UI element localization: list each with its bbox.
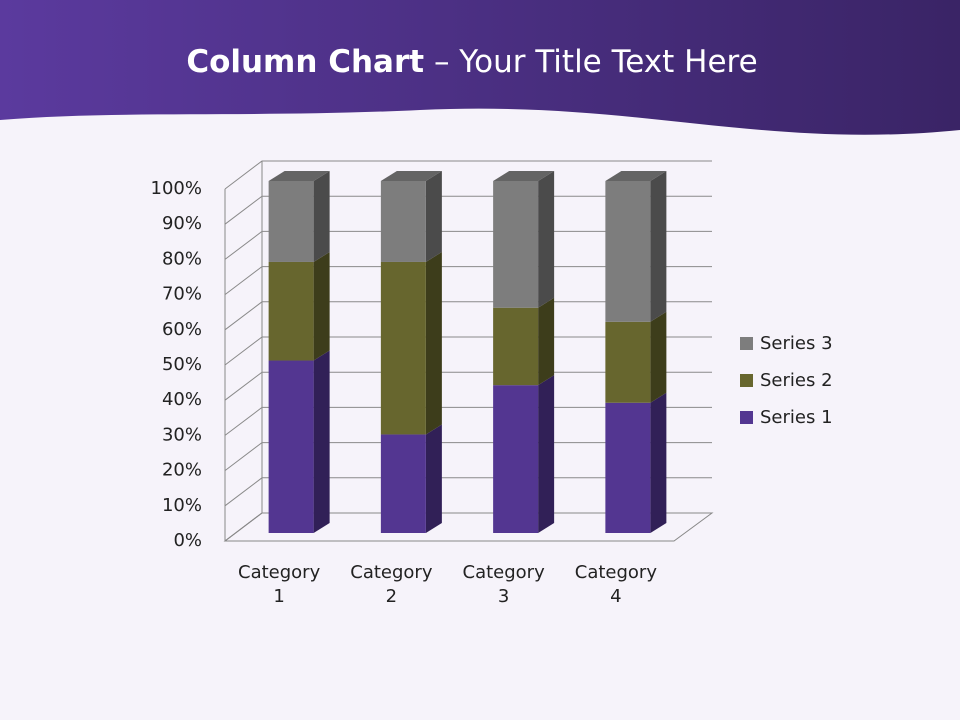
y-tick-label: 10% (162, 495, 202, 516)
bar (605, 181, 651, 322)
grid-line (224, 195, 712, 225)
bar-side (425, 424, 442, 533)
bar (268, 360, 314, 533)
legend-label: Series 1 (760, 407, 833, 428)
grid-line (224, 266, 712, 295)
bar (605, 321, 651, 403)
grid-line (224, 301, 712, 331)
bar-top (605, 171, 667, 181)
bar (380, 181, 426, 262)
bar-side (313, 251, 330, 361)
legend-swatch (740, 337, 753, 350)
grid-line (224, 336, 712, 366)
y-tick-label: 100% (151, 178, 202, 199)
grid-line (224, 371, 712, 401)
bar (605, 402, 651, 533)
bar-side (425, 171, 442, 262)
bar-side (650, 392, 667, 533)
x-tick-label: Category 2 (350, 562, 433, 607)
bar (268, 261, 314, 361)
x-tick-label: Category 3 (462, 562, 545, 607)
bar (380, 434, 426, 533)
floor (223, 512, 714, 542)
bar-top (493, 171, 555, 181)
legend-label: Series 3 (760, 333, 833, 354)
y-tick-label: 20% (162, 460, 202, 481)
bar (493, 307, 539, 386)
x-tick-label: Category 4 (574, 562, 657, 607)
grid-line (224, 477, 712, 507)
bar (268, 181, 314, 262)
chart-title: Column Chart – Your Title Text Here (186, 44, 757, 80)
legend-label: Series 2 (760, 370, 833, 391)
y-tick-label: 40% (162, 389, 202, 410)
bar (493, 385, 539, 533)
bar-side (425, 251, 442, 435)
bar-side (538, 297, 555, 386)
bar-side (538, 375, 555, 533)
y-tick-label: 90% (162, 213, 202, 234)
legend-swatch (740, 411, 753, 424)
bar (493, 181, 539, 308)
grid-line (224, 160, 712, 190)
legend-swatch (740, 374, 753, 387)
bar-side (313, 350, 330, 533)
y-tick-label: 50% (162, 354, 202, 375)
bar-side (313, 171, 330, 262)
y-tick-label: 30% (162, 424, 202, 445)
y-tick-label: 70% (162, 284, 202, 305)
y-tick-label: 0% (173, 530, 202, 551)
grid-line (224, 230, 712, 260)
bar-top (380, 171, 442, 181)
bar-side (650, 311, 667, 403)
bar-side (538, 171, 555, 308)
y-tick-label: 80% (162, 248, 202, 269)
bar-side (650, 171, 667, 322)
grid-line (224, 442, 712, 471)
bar-top (268, 171, 330, 181)
title-banner (0, 0, 960, 135)
grid-line (224, 406, 712, 436)
x-tick-label: Category 1 (238, 562, 321, 607)
y-tick-label: 60% (162, 319, 202, 340)
bar (380, 261, 426, 435)
